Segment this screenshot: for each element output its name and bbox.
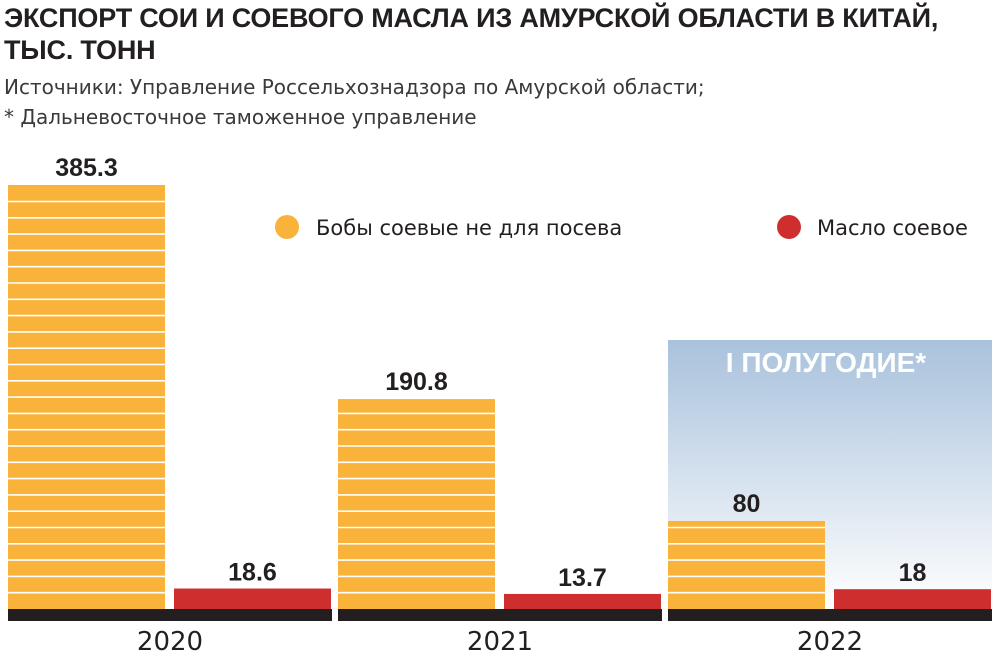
value-label-oil-2022: 18 bbox=[899, 559, 927, 587]
chart-title-line-1: ЭКСПОРТ СОИ И СОЕВОГО МАСЛА ИЗ АМУРСКОЙ … bbox=[4, 3, 939, 33]
value-label-soy-2020: 385.3 bbox=[55, 154, 118, 182]
period-note-label: I ПОЛУГОДИЕ* bbox=[726, 347, 926, 378]
baseline-2022 bbox=[668, 609, 992, 621]
year-label-2020: 2020 bbox=[137, 627, 203, 654]
bar-oil-2022 bbox=[834, 589, 991, 609]
bar-oil-2020 bbox=[174, 588, 331, 609]
baseline-2021 bbox=[338, 609, 662, 621]
legend-swatch-soy bbox=[275, 215, 299, 239]
bar-oil-2021 bbox=[504, 593, 661, 609]
legend-swatch-oil bbox=[777, 215, 801, 239]
baseline-2020 bbox=[8, 609, 332, 621]
chart-title: ЭКСПОРТ СОИ И СОЕВОГО МАСЛА ИЗ АМУРСКОЙ … bbox=[4, 2, 996, 66]
year-label-2021: 2021 bbox=[467, 627, 533, 654]
value-label-oil-2020: 18.6 bbox=[228, 559, 277, 587]
legend-label-oil: Масло соевое bbox=[817, 216, 968, 240]
source-line-2: * Дальневосточное таможенное управление bbox=[4, 105, 477, 129]
bar-soy-2022 bbox=[668, 520, 825, 609]
value-label-soy-2021: 190.8 bbox=[385, 368, 448, 396]
source-note: Источники: Управление Россельхознадзора … bbox=[4, 72, 996, 132]
chart-title-line-2: ТЫС. ТОНН bbox=[4, 35, 156, 65]
year-label-2022: 2022 bbox=[797, 627, 863, 654]
legend-label-soy: Бобы соевые не для посева bbox=[316, 216, 622, 240]
source-line-1: Источники: Управление Россельхознадзора … bbox=[4, 75, 705, 99]
bar-soy-2021 bbox=[338, 399, 495, 609]
value-label-soy-2022: 80 bbox=[733, 490, 761, 518]
value-label-oil-2021: 13.7 bbox=[558, 564, 607, 592]
